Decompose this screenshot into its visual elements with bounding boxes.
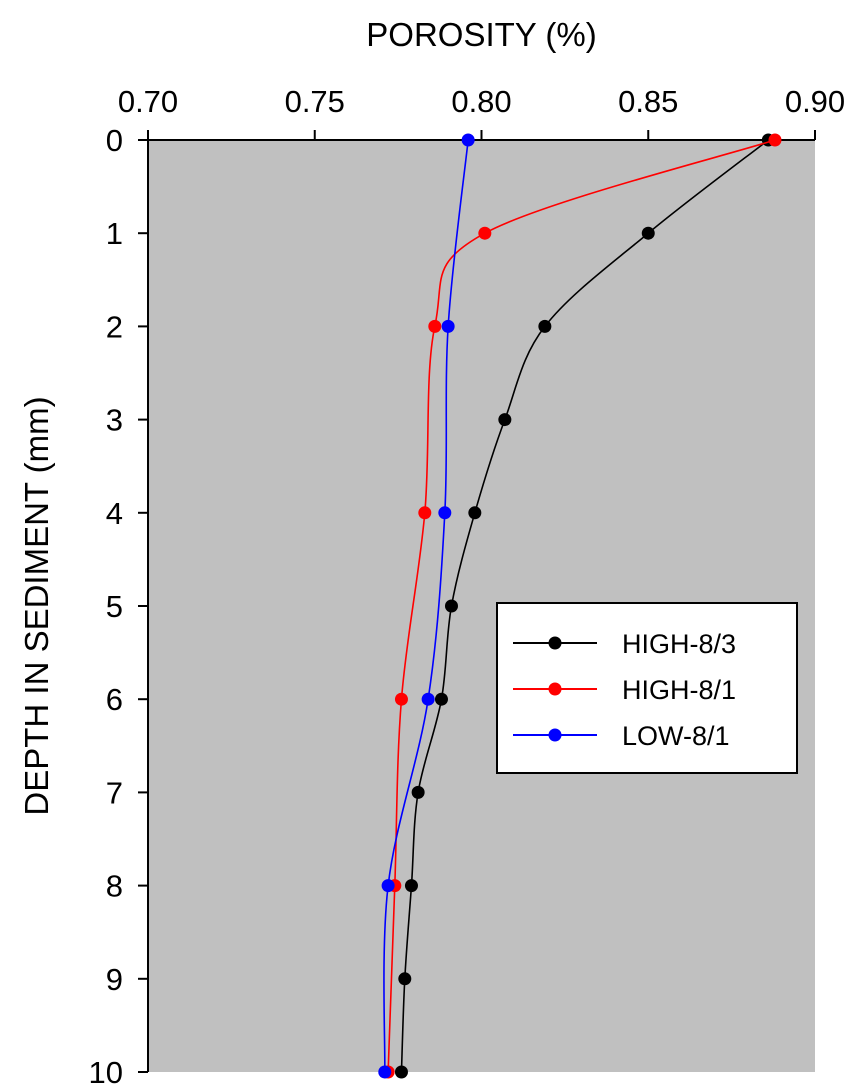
data-point-high-8-3 <box>468 506 482 520</box>
x-tick-label: 0.90 <box>785 84 845 119</box>
data-point-low-8-1 <box>421 692 435 706</box>
series-line-low-8-1 <box>383 139 469 1073</box>
y-tick-label: 7 <box>106 775 123 810</box>
legend-marker-low-8-1 <box>548 728 562 742</box>
y-tick-label: 1 <box>106 216 123 251</box>
legend-label-high-8-1: HIGH-8/1 <box>622 675 736 705</box>
x-tick-label: 0.85 <box>618 84 678 119</box>
legend-marker-high-8-3 <box>548 636 562 650</box>
data-point-high-8-3 <box>411 785 425 799</box>
legend-marker-high-8-1 <box>548 682 562 696</box>
data-point-low-8-1 <box>441 319 455 333</box>
data-point-high-8-1 <box>428 319 442 333</box>
data-point-high-8-1 <box>768 133 782 147</box>
y-tick-label: 3 <box>106 403 123 438</box>
y-tick-label: 0 <box>106 123 123 158</box>
legend-label-high-8-3: HIGH-8/3 <box>622 629 736 659</box>
data-point-low-8-1 <box>381 879 395 893</box>
y-tick-label: 2 <box>106 309 123 344</box>
data-point-high-8-1 <box>394 692 408 706</box>
data-point-high-8-3 <box>398 972 412 986</box>
legend-label-low-8-1: LOW-8/1 <box>622 721 730 751</box>
data-point-high-8-3 <box>434 692 448 706</box>
y-tick-label: 4 <box>106 496 123 531</box>
y-axis-title: DEPTH IN SEDIMENT (mm) <box>18 396 55 815</box>
data-point-high-8-3 <box>498 413 512 427</box>
data-point-high-8-1 <box>418 506 432 520</box>
data-point-high-8-3 <box>444 599 458 613</box>
data-point-high-8-3 <box>394 1065 408 1079</box>
series-high-8-1 <box>381 133 782 1079</box>
y-tick-label: 9 <box>106 962 123 997</box>
y-tick-label: 5 <box>106 589 123 624</box>
x-tick-label: 0.70 <box>118 84 178 119</box>
y-tick-label: 8 <box>106 869 123 904</box>
data-point-high-8-3 <box>404 879 418 893</box>
data-point-low-8-1 <box>378 1065 392 1079</box>
series-low-8-1 <box>378 133 475 1079</box>
data-point-low-8-1 <box>461 133 475 147</box>
x-tick-label: 0.75 <box>285 84 345 119</box>
x-tick-label: 0.80 <box>451 84 511 119</box>
y-tick-label: 6 <box>106 682 123 717</box>
data-point-high-8-1 <box>478 226 492 240</box>
data-point-high-8-3 <box>641 226 655 240</box>
x-axis-title: POROSITY (%) <box>366 16 596 53</box>
y-tick-label: 10 <box>89 1055 123 1085</box>
data-point-high-8-3 <box>538 319 552 333</box>
data-point-low-8-1 <box>438 506 452 520</box>
series-line-high-8-3 <box>400 139 769 1073</box>
